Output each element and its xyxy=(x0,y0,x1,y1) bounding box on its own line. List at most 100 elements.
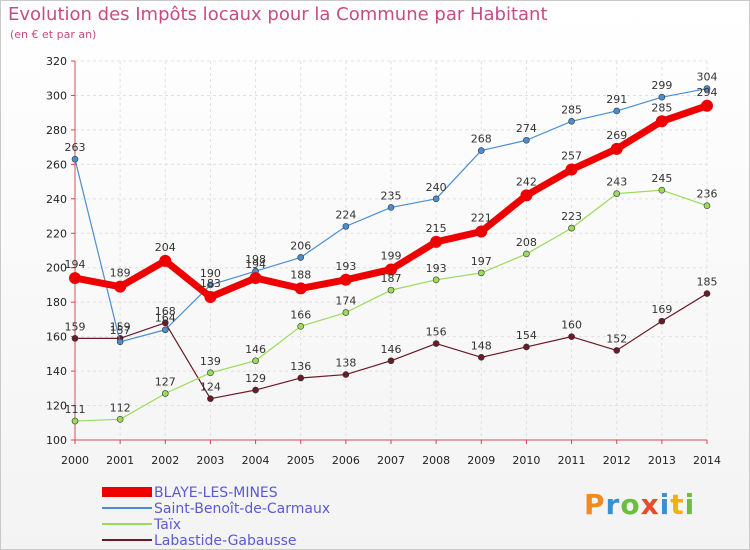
data-point xyxy=(297,374,305,382)
data-point xyxy=(161,326,169,334)
y-tick-label: 180 xyxy=(46,296,67,309)
data-label: 198 xyxy=(245,253,266,266)
series-layer xyxy=(69,85,713,425)
data-point xyxy=(387,204,395,211)
data-point xyxy=(385,263,397,276)
data-label: 111 xyxy=(65,403,86,416)
data-point xyxy=(523,136,530,144)
data-label: 269 xyxy=(606,129,627,142)
data-point xyxy=(568,333,575,340)
data-point xyxy=(159,254,172,267)
x-tick-label: 2011 xyxy=(558,454,586,467)
x-tick-label: 2000 xyxy=(61,454,89,467)
data-point xyxy=(297,322,305,330)
data-point xyxy=(658,93,666,101)
data-label: 159 xyxy=(65,320,86,333)
data-label: 154 xyxy=(516,329,537,342)
data-label: 304 xyxy=(697,71,718,84)
data-label: 268 xyxy=(471,133,492,146)
legend: BLAYE-LES-MINESSaint-Benoît-de-CarmauxTa… xyxy=(102,485,330,549)
axes: 100 120 140 160 180 200 220 240 260 280 300 320 2000… xyxy=(46,55,721,467)
legend-label: BLAYE-LES-MINES xyxy=(154,485,278,501)
data-point xyxy=(701,99,713,112)
x-tick-label: 2012 xyxy=(603,454,631,467)
data-point xyxy=(477,354,485,361)
y-tick-label: 320 xyxy=(46,55,67,68)
data-point xyxy=(249,272,262,285)
data-point xyxy=(523,343,530,351)
data-label: 174 xyxy=(335,295,356,308)
data-label: 159 xyxy=(110,320,131,333)
data-point xyxy=(610,142,623,155)
data-label: 188 xyxy=(290,268,311,281)
legend-label: Labastide-Gabausse xyxy=(154,533,297,549)
data-point xyxy=(523,250,530,258)
data-label: 285 xyxy=(651,101,672,114)
data-point xyxy=(71,417,79,425)
data-point xyxy=(703,85,711,92)
value-labels: 159 159 168 124 129 136 138 146 156 148 154 160 152 1… xyxy=(65,71,718,416)
data-label: 193 xyxy=(335,260,356,273)
data-label: 243 xyxy=(606,176,627,189)
y-tick-label: 220 xyxy=(46,227,67,240)
data-point xyxy=(114,280,127,293)
y-tick-label: 140 xyxy=(46,365,67,378)
data-point xyxy=(69,272,81,285)
proxiti-logo: Proxiti xyxy=(584,488,696,521)
legend-label: Saint-Benoît-de-Carmaux xyxy=(154,501,330,517)
data-point xyxy=(342,309,350,316)
data-label: 112 xyxy=(110,401,131,414)
data-point xyxy=(161,319,169,327)
data-label: 245 xyxy=(651,172,672,185)
data-label: 190 xyxy=(200,267,221,280)
x-tick-label: 2009 xyxy=(467,454,495,467)
data-label: 127 xyxy=(155,375,176,388)
data-point xyxy=(520,189,533,202)
data-point xyxy=(565,163,578,176)
data-label: 169 xyxy=(651,303,672,316)
data-label: 257 xyxy=(561,150,582,163)
data-point xyxy=(703,290,711,297)
data-point xyxy=(613,190,621,197)
data-point xyxy=(297,254,305,261)
y-tick-label: 300 xyxy=(46,89,67,102)
data-point xyxy=(658,186,666,194)
data-label: 263 xyxy=(65,141,86,154)
data-point xyxy=(432,340,440,347)
data-label: 157 xyxy=(110,324,131,337)
data-point xyxy=(71,155,79,163)
data-label: 187 xyxy=(381,272,402,285)
data-point xyxy=(703,202,711,210)
y-tick-label: 280 xyxy=(46,124,67,137)
data-label: 294 xyxy=(697,86,718,99)
x-tick-label: 2013 xyxy=(648,454,676,467)
data-label: 223 xyxy=(561,210,582,223)
x-tick-label: 2003 xyxy=(196,454,224,467)
data-point xyxy=(342,371,350,378)
data-label: 124 xyxy=(200,381,221,394)
y-tick-label: 260 xyxy=(46,158,67,171)
data-point xyxy=(477,147,485,154)
data-point xyxy=(613,347,621,354)
data-point xyxy=(252,357,259,365)
data-label: 194 xyxy=(65,258,86,271)
y-tick-label: 100 xyxy=(46,434,67,447)
data-point xyxy=(658,317,666,325)
data-label: 199 xyxy=(381,249,402,262)
data-point xyxy=(161,390,169,397)
data-label: 291 xyxy=(606,93,627,106)
data-label: 156 xyxy=(426,326,447,339)
data-label: 146 xyxy=(381,343,402,356)
data-label: 236 xyxy=(697,188,718,201)
data-label: 240 xyxy=(426,181,447,194)
data-point xyxy=(387,357,395,365)
x-tick-label: 2005 xyxy=(287,454,315,467)
y-tick-label: 160 xyxy=(46,331,67,344)
x-tick-label: 2008 xyxy=(422,454,450,467)
data-label: 146 xyxy=(245,343,266,356)
data-point xyxy=(342,223,350,230)
data-label: 194 xyxy=(245,258,266,271)
data-point xyxy=(477,269,485,277)
data-label: 224 xyxy=(335,208,356,221)
